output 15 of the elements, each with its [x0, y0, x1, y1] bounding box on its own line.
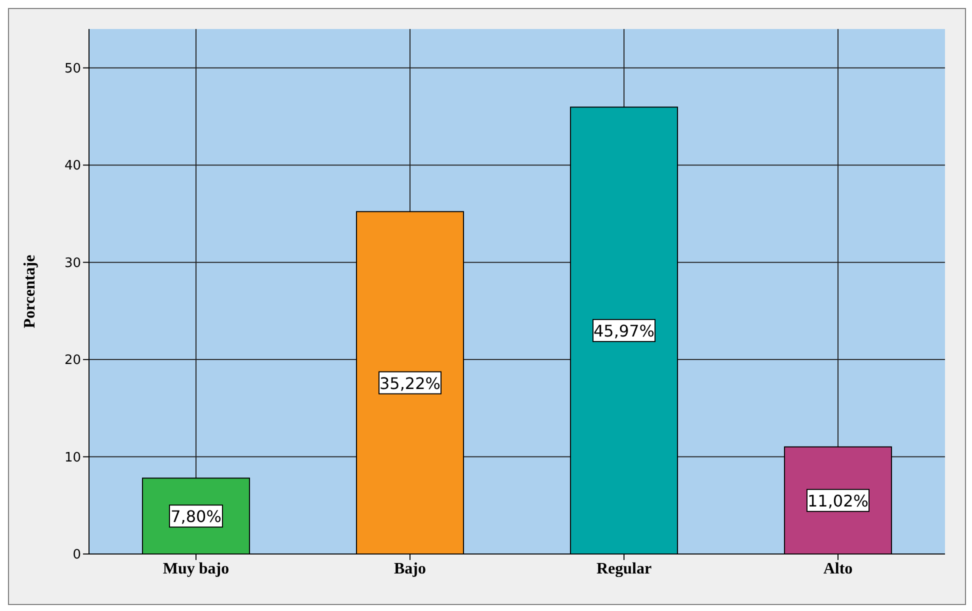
y-tick-label: 10 — [64, 450, 81, 466]
y-axis-title: Porcentaje — [22, 254, 39, 328]
x-tick-label: Alto — [823, 560, 853, 578]
data-label: 45,97% — [593, 322, 655, 341]
data-label: 7,80% — [170, 507, 222, 526]
y-tick-label: 50 — [64, 62, 81, 77]
y-tick-label: 20 — [64, 353, 81, 368]
y-tick-label: 0 — [72, 548, 81, 563]
x-tick-label: Regular — [596, 560, 652, 578]
y-tick-label: 30 — [64, 256, 81, 271]
x-tick-label: Muy bajo — [162, 560, 230, 578]
data-label: 35,22% — [379, 374, 441, 393]
x-tick-label: Bajo — [394, 560, 426, 578]
y-tick-label: 40 — [64, 158, 81, 174]
data-label: 11,02% — [807, 491, 869, 510]
